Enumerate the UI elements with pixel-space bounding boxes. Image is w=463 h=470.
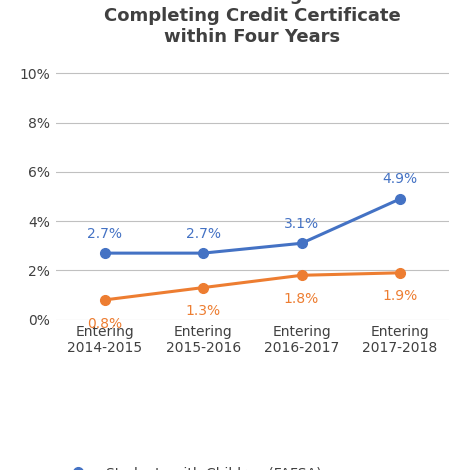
Text: 4.9%: 4.9% [382,172,418,187]
Text: 0.8%: 0.8% [87,317,122,330]
Text: 2.7%: 2.7% [87,227,122,241]
Text: 2.7%: 2.7% [186,227,221,241]
Text: 1.8%: 1.8% [284,292,319,306]
Legend: Students with Children (FAFSA), Students without Children (FAFSA): Students with Children (FAFSA), Students… [55,461,350,470]
Text: 1.3%: 1.3% [186,304,221,318]
Text: 3.1%: 3.1% [284,217,319,231]
Title: Percent of Entering Students
Completing Credit Certificate
within Four Years: Percent of Entering Students Completing … [104,0,400,46]
Text: 1.9%: 1.9% [382,290,418,304]
